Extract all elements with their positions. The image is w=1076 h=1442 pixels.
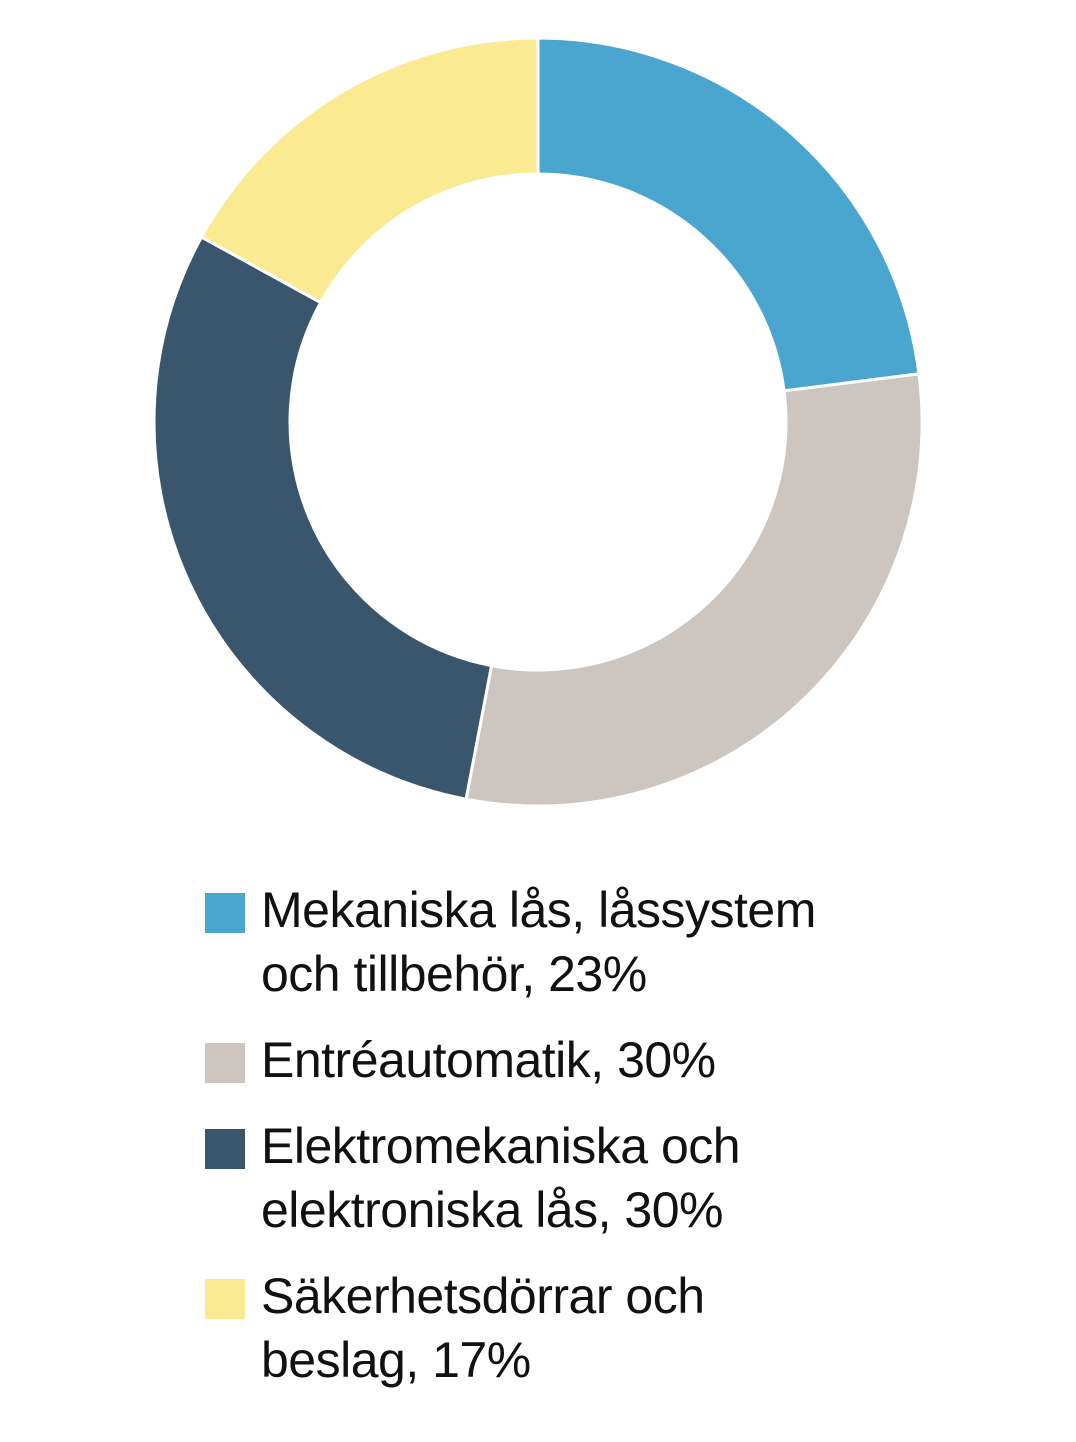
legend-item-mekaniska: Mekaniska lås, låssystem och tillbehör, … bbox=[205, 878, 1025, 1006]
donut-chart bbox=[152, 36, 924, 808]
legend-item-entreautomatik: Entréautomatik, 30% bbox=[205, 1028, 1025, 1092]
legend-swatch-sakerhetsdorrar bbox=[205, 1279, 245, 1319]
legend-label-line: elektroniska lås, 30% bbox=[261, 1182, 723, 1238]
donut-slice-1 bbox=[536, 36, 921, 393]
legend-item-sakerhetsdorrar: Säkerhetsdörrar och beslag, 17% bbox=[205, 1264, 1025, 1392]
legend-swatch-elektromekaniska bbox=[205, 1129, 245, 1169]
legend-label-line: Säkerhetsdörrar och bbox=[261, 1268, 705, 1324]
legend-label-line: Mekaniska lås, låssystem bbox=[261, 882, 816, 938]
donut-slice-2 bbox=[464, 372, 924, 808]
legend-label-line: Elektromekaniska och bbox=[261, 1118, 741, 1174]
legend-label-line: och tillbehör, 23% bbox=[261, 946, 647, 1002]
legend-swatch-mekaniska bbox=[205, 893, 245, 933]
legend-swatch-entreautomatik bbox=[205, 1043, 245, 1083]
legend-item-elektromekaniska: Elektromekaniska och elektroniska lås, 3… bbox=[205, 1114, 1025, 1242]
legend-label-line: beslag, 17% bbox=[261, 1332, 531, 1388]
chart-legend: Mekaniska lås, låssystem och tillbehör, … bbox=[205, 878, 1025, 1414]
donut-slice-4 bbox=[199, 36, 540, 305]
legend-label: Mekaniska lås, låssystem och tillbehör, … bbox=[261, 878, 1025, 1006]
donut-slice-3 bbox=[152, 234, 494, 801]
legend-label-line: Entréautomatik, 30% bbox=[261, 1032, 716, 1088]
legend-label: Säkerhetsdörrar och beslag, 17% bbox=[261, 1264, 1025, 1392]
legend-label: Elektromekaniska och elektroniska lås, 3… bbox=[261, 1114, 1025, 1242]
legend-label: Entréautomatik, 30% bbox=[261, 1028, 1025, 1092]
